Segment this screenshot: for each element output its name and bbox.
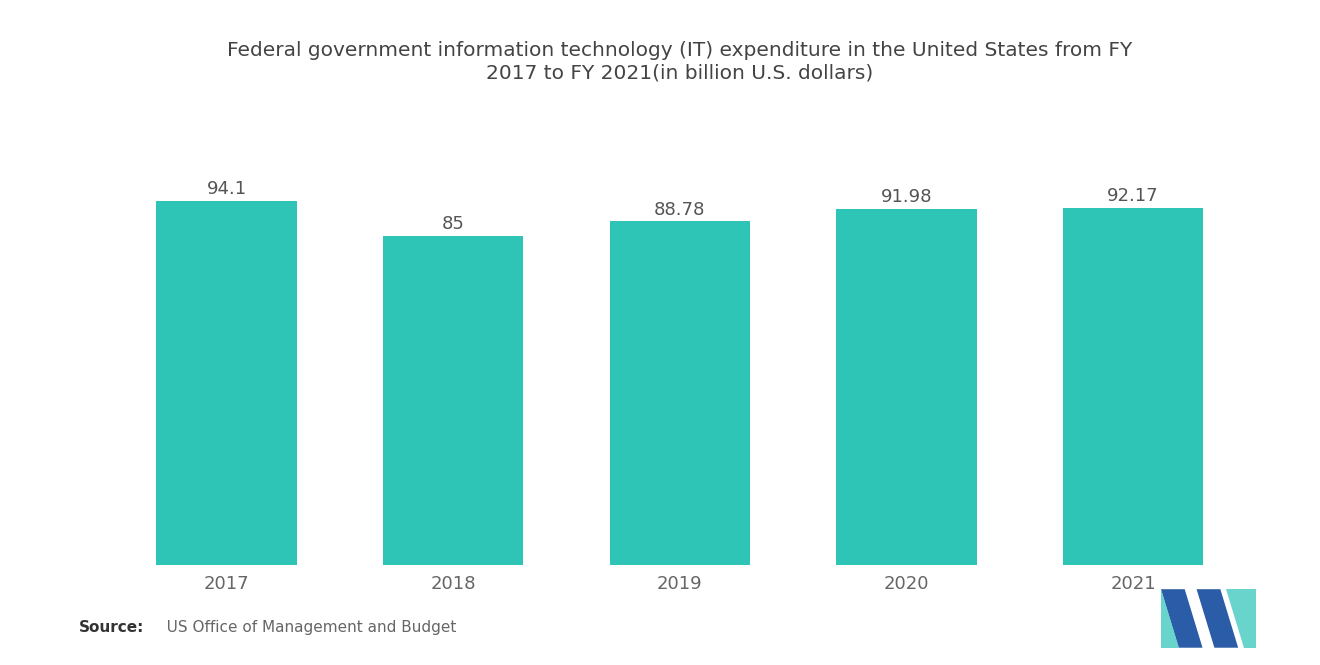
Polygon shape xyxy=(1162,589,1179,648)
Text: US Office of Management and Budget: US Office of Management and Budget xyxy=(152,620,457,635)
Bar xyxy=(836,209,977,565)
Text: Source:: Source: xyxy=(79,620,145,635)
Text: 91.98: 91.98 xyxy=(880,188,932,206)
Text: 94.1: 94.1 xyxy=(206,180,247,198)
Polygon shape xyxy=(1162,589,1203,648)
Bar xyxy=(383,236,524,565)
Polygon shape xyxy=(1226,589,1257,648)
Text: 88.78: 88.78 xyxy=(655,201,705,219)
Polygon shape xyxy=(1196,589,1238,648)
Text: 92.17: 92.17 xyxy=(1107,188,1159,205)
Bar xyxy=(1063,208,1204,565)
Title: Federal government information technology (IT) expenditure in the United States : Federal government information technolog… xyxy=(227,41,1133,82)
Bar xyxy=(610,221,750,565)
Bar xyxy=(156,201,297,565)
Text: 85: 85 xyxy=(442,215,465,233)
